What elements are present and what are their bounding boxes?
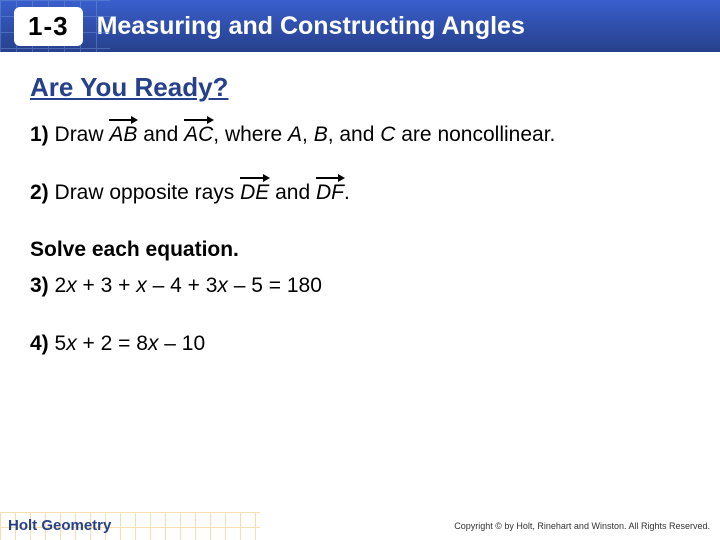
header-title: Measuring and Constructing Angles [97,12,525,41]
problem-2-number: 2) [30,181,49,204]
var-x: x [66,332,77,355]
text: are noncollinear. [395,123,555,146]
ray-DF: DF [316,179,344,207]
var-B: B [314,123,328,146]
text: – 4 + 3 [147,274,218,297]
problem-4-number: 4) [30,332,49,355]
section-number-badge: 1-3 [14,7,83,46]
text: and [269,181,316,204]
solve-instruction: Solve each equation. [30,238,690,262]
var-x: x [217,274,228,297]
var-x: x [136,274,147,297]
var-x: x [66,274,77,297]
slide-header: 1-3 Measuring and Constructing Angles [0,0,720,52]
text: 2 [49,274,67,297]
var-A: A [288,123,302,146]
subtitle: Are You Ready? [30,72,690,103]
footer-left: Holt Geometry [0,512,260,540]
text: . [344,181,350,204]
text: – 10 [158,332,205,355]
text: Draw [49,123,110,146]
content-area: Are You Ready? 1) Draw AB and AC, where … [0,52,720,358]
text: , [302,123,314,146]
slide-footer: Holt Geometry Copyright © by Holt, Rineh… [0,512,720,540]
problem-3: 3) 2x + 3 + x – 4 + 3x – 5 = 180 [30,272,690,300]
problem-4: 4) 5x + 2 = 8x – 10 [30,330,690,358]
var-C: C [380,123,395,146]
problem-3-number: 3) [30,274,49,297]
text: Draw opposite rays [49,181,240,204]
text: + 3 + [77,274,137,297]
ray-AC: AC [184,121,213,149]
problem-2: 2) Draw opposite rays DE and DF. [30,179,690,207]
text: and [137,123,184,146]
problem-1-number: 1) [30,123,49,146]
copyright-text: Copyright © by Holt, Rinehart and Winsto… [454,521,710,531]
text: 5 [49,332,67,355]
text: , and [328,123,381,146]
footer-brand: Holt Geometry [0,512,260,540]
text: + 2 = 8 [77,332,148,355]
ray-AB: AB [109,121,137,149]
text: , where [213,123,288,146]
ray-DE: DE [240,179,269,207]
text: – 5 = 180 [228,274,322,297]
problem-1: 1) Draw AB and AC, where A, B, and C are… [30,121,690,149]
var-x: x [148,332,159,355]
